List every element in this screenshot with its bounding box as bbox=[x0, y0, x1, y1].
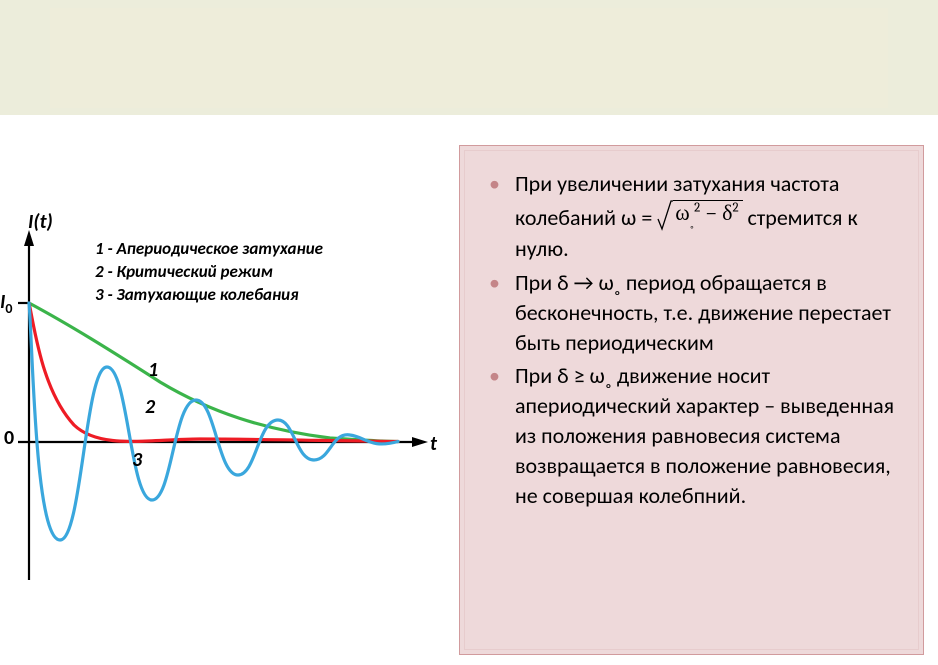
legend-line-1: 1 - Апериодическое затухание bbox=[95, 238, 323, 261]
tick-zero: 0 bbox=[4, 426, 14, 450]
curve-critical bbox=[29, 303, 398, 442]
radicand: ω˳2 − δ2 bbox=[673, 200, 742, 230]
text-panel: При увеличении затухания частота колебан… bbox=[464, 150, 919, 650]
header-band bbox=[0, 0, 938, 130]
chart-legend: 1 - Апериодическое затухание 2 - Критиче… bbox=[95, 238, 323, 307]
legend-line-2: 2 - Критический режим bbox=[95, 261, 323, 284]
bullet-1-formula: ω˳2 − δ2 bbox=[657, 205, 747, 231]
text-panel-wrap: При увеличении затухания частота колебан… bbox=[459, 145, 924, 655]
tick-i0: I0 bbox=[0, 290, 12, 317]
y-axis-label: I(t) bbox=[28, 210, 53, 234]
sqrt-icon: ω˳2 − δ2 bbox=[657, 199, 742, 231]
curve-damped bbox=[29, 303, 398, 540]
legend-line-3: 3 - Затухающие колебания bbox=[95, 284, 323, 307]
curve-label-1: 1 bbox=[148, 358, 158, 382]
damping-chart: I(t) t I0 0 1 - Апериодическое затухание… bbox=[0, 210, 445, 600]
bullet-3: При δ ≥ ω˳ движение носит апериодический… bbox=[475, 361, 908, 511]
curve-label-3: 3 bbox=[132, 448, 142, 472]
header-inner-rect bbox=[50, 8, 888, 108]
curve-aperiodic bbox=[29, 303, 398, 442]
bullet-2: При δ → ω˳ период обращается в бесконечн… bbox=[475, 268, 908, 358]
x-axis-label: t bbox=[430, 432, 437, 456]
curve-label-2: 2 bbox=[145, 395, 155, 419]
x-axis-arrow bbox=[412, 437, 428, 447]
bullet-1: При увеличении затухания частота колебан… bbox=[475, 169, 908, 264]
bullet-list: При увеличении затухания частота колебан… bbox=[475, 169, 908, 511]
curves bbox=[29, 303, 398, 540]
